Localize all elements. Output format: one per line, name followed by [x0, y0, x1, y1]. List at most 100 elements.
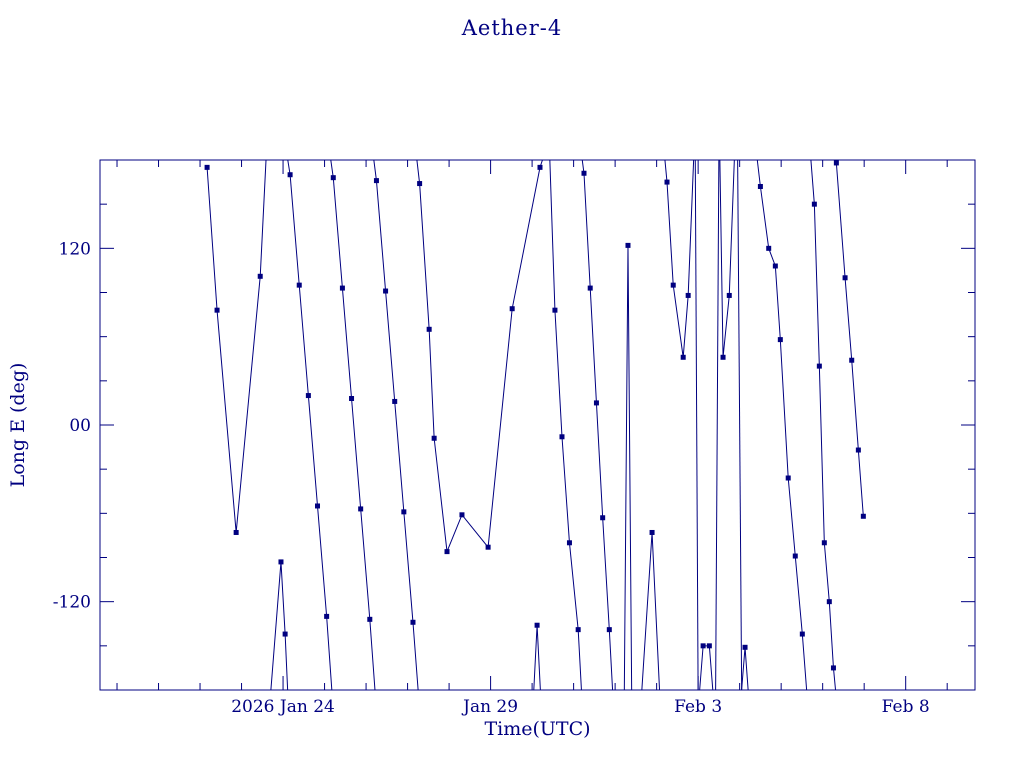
- data-point-marker: [720, 354, 726, 360]
- track-segment: [715, 160, 720, 690]
- data-point-marker: [296, 282, 302, 288]
- plot-title: Aether-4: [461, 16, 563, 40]
- data-point-marker: [559, 434, 565, 440]
- data-point-marker: [849, 357, 855, 363]
- data-point-marker: [600, 515, 606, 521]
- data-point-marker: [282, 631, 288, 637]
- data-point-marker: [772, 263, 778, 269]
- data-point-marker: [581, 170, 587, 176]
- data-point-marker: [855, 447, 861, 453]
- data-point-marker: [330, 175, 336, 181]
- data-point-marker: [383, 288, 389, 294]
- data-point-marker: [459, 512, 465, 518]
- data-point-marker: [257, 273, 263, 279]
- data-point-marker: [593, 400, 599, 406]
- track-segment: [756, 160, 808, 690]
- track-segment: [699, 645, 714, 690]
- track-segment: [741, 647, 749, 690]
- x-tick-label: Feb 8: [882, 697, 930, 717]
- track-segment: [206, 160, 267, 533]
- data-point-marker: [821, 540, 827, 546]
- data-point-marker: [785, 475, 791, 481]
- data-point-marker: [700, 643, 706, 649]
- x-tick-label: Feb 3: [674, 697, 722, 717]
- data-point-marker: [233, 529, 239, 535]
- data-point-marker: [842, 275, 848, 281]
- data-series-longitude: [204, 160, 866, 690]
- data-point-marker: [315, 503, 321, 509]
- data-point-marker: [485, 544, 491, 550]
- data-point-marker: [606, 627, 612, 633]
- data-point-marker: [204, 164, 210, 170]
- data-point-marker: [373, 178, 379, 184]
- data-point-marker: [706, 643, 712, 649]
- track-segment: [694, 160, 699, 690]
- data-point-marker: [287, 172, 293, 178]
- data-point-marker: [625, 242, 631, 248]
- track-segment: [719, 160, 735, 358]
- track-segment: [737, 160, 743, 690]
- data-point-marker: [358, 506, 364, 512]
- data-point-marker: [392, 398, 398, 404]
- track-segment: [270, 561, 289, 690]
- track-segment: [835, 162, 864, 517]
- data-point-marker: [324, 613, 330, 619]
- data-point-marker: [757, 184, 763, 189]
- track-segment: [416, 160, 543, 552]
- data-point-marker: [537, 164, 543, 170]
- data-point-marker: [305, 393, 311, 399]
- data-point-marker: [509, 306, 515, 312]
- data-point-marker: [664, 179, 670, 185]
- data-point-marker: [410, 619, 416, 625]
- x-tick-label: Jan 29: [461, 697, 518, 717]
- track-segment: [549, 160, 582, 690]
- data-point-marker: [431, 435, 437, 441]
- data-point-marker: [833, 160, 839, 166]
- data-point-marker: [552, 307, 558, 313]
- data-point-marker: [575, 627, 581, 633]
- data-point-marker: [766, 245, 772, 251]
- data-point-marker: [367, 616, 373, 622]
- x-tick-label: 2026 Jan 24: [231, 697, 335, 717]
- data-point-marker: [426, 326, 432, 332]
- data-point-marker: [670, 282, 676, 288]
- y-tick-label: 120: [59, 239, 91, 259]
- data-point-marker: [685, 292, 691, 298]
- data-point-marker: [830, 665, 836, 671]
- data-point-marker: [534, 622, 540, 628]
- y-tick-label: 00: [69, 416, 91, 436]
- data-point-marker: [587, 285, 593, 291]
- data-point-marker: [649, 529, 655, 535]
- data-point-marker: [792, 553, 798, 559]
- data-point-marker: [417, 181, 423, 187]
- track-segment: [623, 245, 633, 690]
- data-point-marker: [401, 509, 407, 515]
- data-point-marker: [680, 354, 686, 360]
- data-point-marker: [349, 396, 355, 401]
- data-point-marker: [777, 337, 783, 343]
- track-segment: [664, 160, 695, 358]
- track-segment: [330, 160, 376, 690]
- track-segment: [373, 160, 419, 690]
- data-point-marker: [816, 363, 822, 369]
- data-point-marker: [214, 307, 220, 313]
- plot-frame: [99, 159, 976, 691]
- x-axis-title: Time(UTC): [484, 718, 591, 740]
- y-tick-label: -120: [53, 593, 91, 613]
- track-segment: [641, 532, 661, 690]
- track-segment: [810, 160, 837, 690]
- data-point-marker: [860, 513, 866, 519]
- data-point-marker: [811, 201, 817, 207]
- data-point-marker: [826, 599, 832, 605]
- data-point-marker: [444, 549, 450, 555]
- track-segment: [581, 160, 614, 690]
- data-point-marker: [742, 644, 748, 650]
- data-point-marker: [278, 559, 284, 565]
- data-point-marker: [339, 285, 345, 291]
- data-point-marker: [726, 292, 732, 298]
- data-point-marker: [566, 540, 572, 546]
- track-segment: [533, 625, 541, 690]
- data-point-marker: [799, 631, 805, 637]
